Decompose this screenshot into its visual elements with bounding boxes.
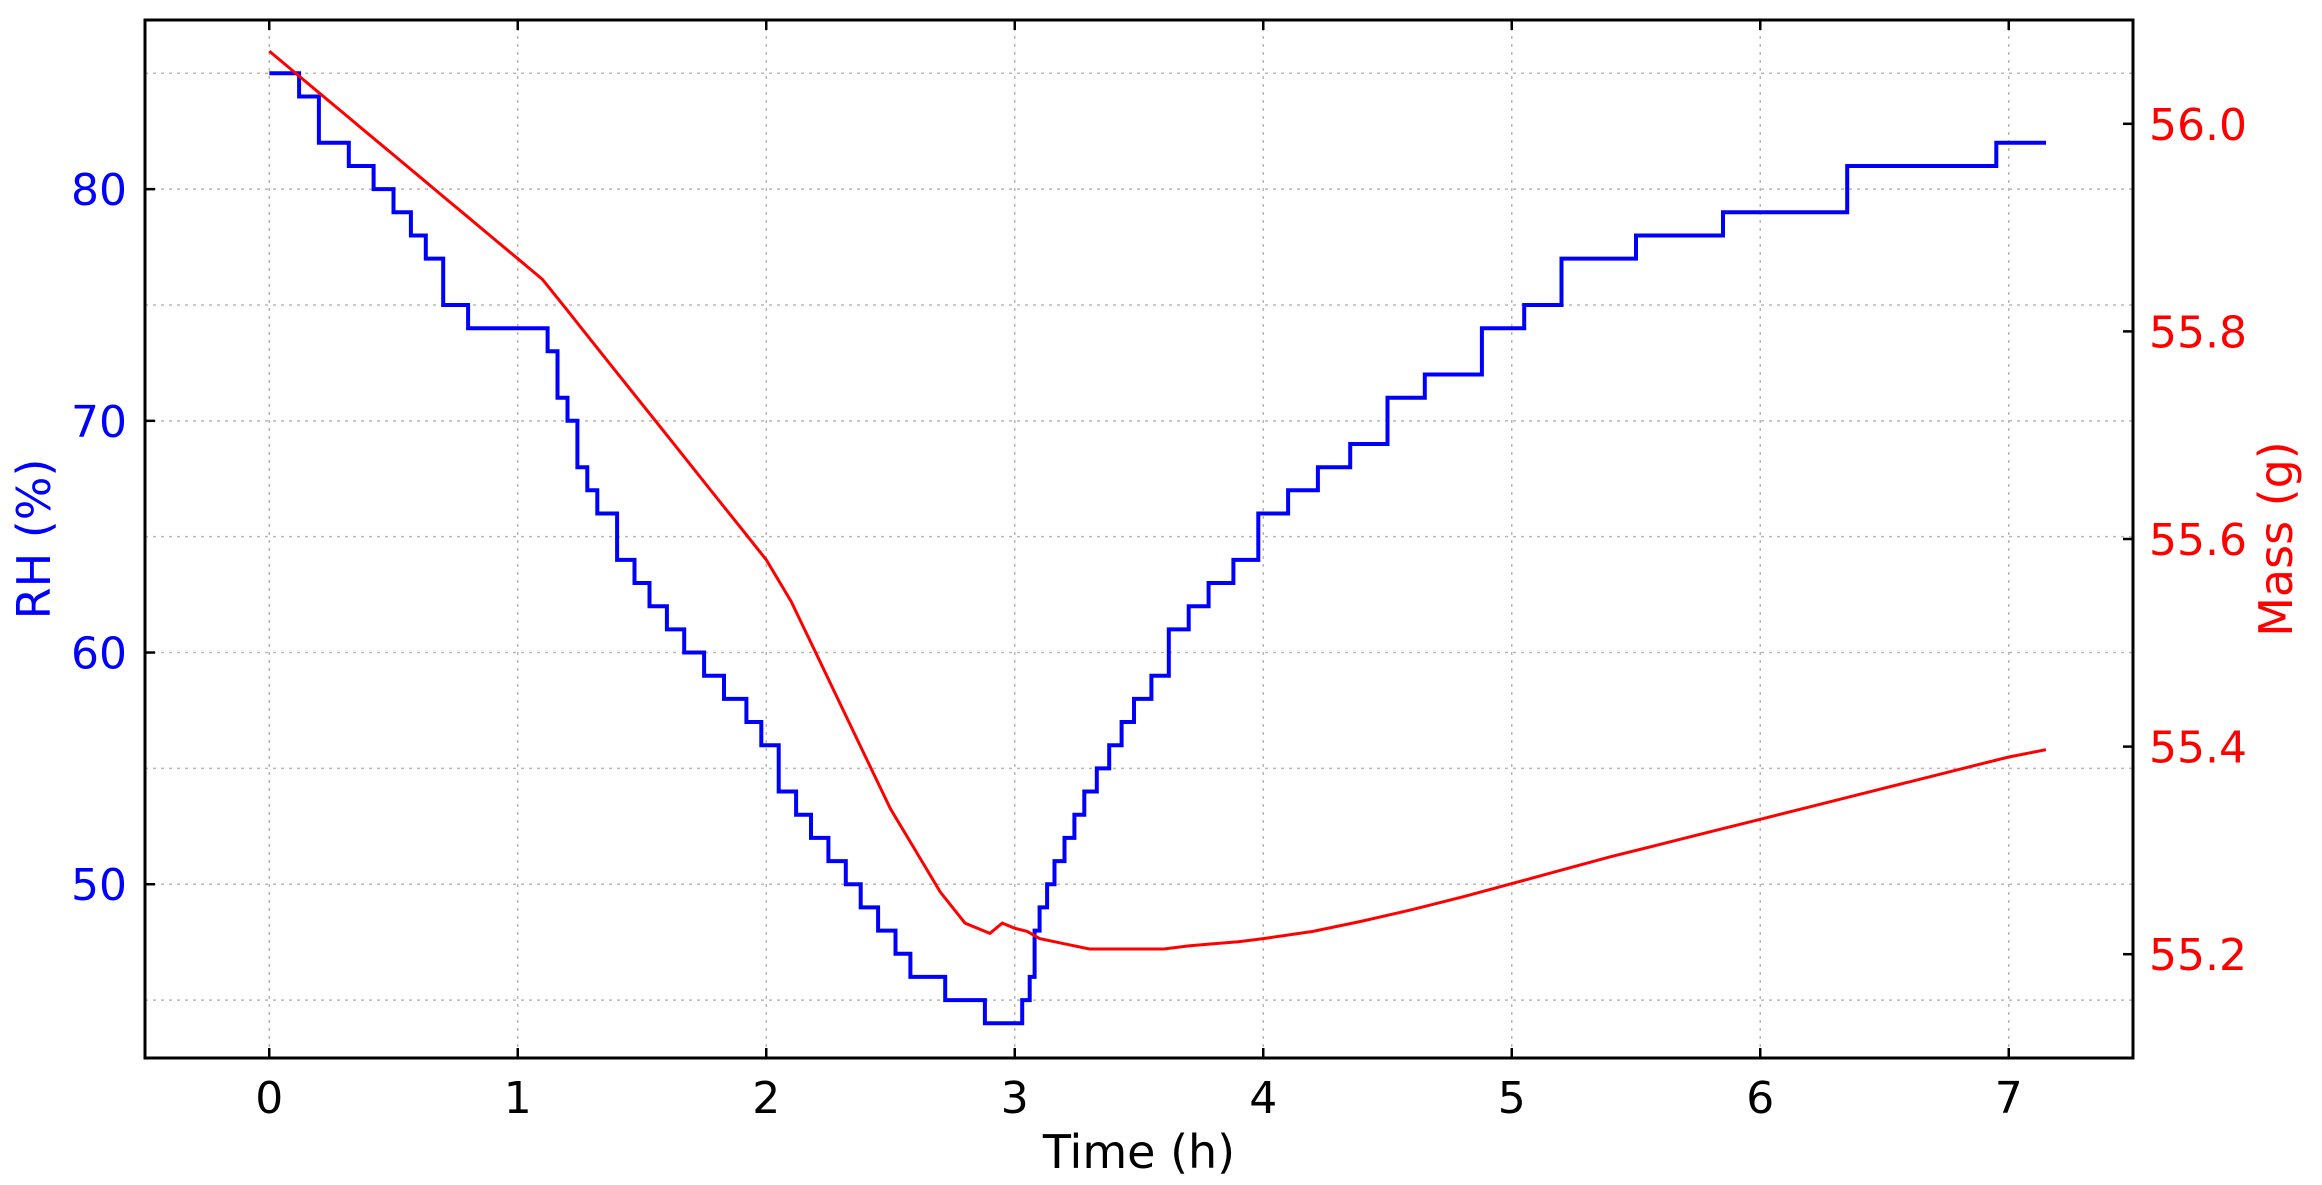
- right-y-tick-label: 55.8: [2149, 307, 2247, 358]
- x-tick-label: 3: [1001, 1073, 1029, 1124]
- left-y-tick-label: 60: [71, 629, 127, 680]
- x-tick-label: 7: [1995, 1073, 2023, 1124]
- left-y-tick-label: 70: [71, 397, 127, 448]
- grid-lines: [145, 20, 2133, 1058]
- right-y-tick-label: 55.4: [2149, 723, 2247, 774]
- tick-labels: 0 1 2 3 4 5 6 7 50 60 70 80 55.2 55.4 55.6 55.8 56.0: [71, 100, 2247, 1124]
- left-y-tick-label: 80: [71, 165, 127, 216]
- right-y-tick-label: 55.6: [2149, 515, 2247, 566]
- series-lines: [268, 49, 2047, 1026]
- x-tick-label: 2: [752, 1073, 780, 1124]
- rh-series-line: [269, 71, 2046, 1026]
- right-y-tick-label: 55.2: [2149, 930, 2247, 981]
- x-tick-label: 5: [1498, 1073, 1526, 1124]
- mass-series-line: [268, 49, 2047, 951]
- x-axis-title: Time (h): [1042, 1125, 1235, 1179]
- x-tick-label: 6: [1746, 1073, 1774, 1124]
- right-y-axis-title: Mass (g): [2249, 441, 2303, 637]
- left-y-axis-title: RH (%): [7, 459, 61, 620]
- x-tick-label: 0: [255, 1073, 283, 1124]
- left-y-tick-label: 50: [71, 860, 127, 911]
- axis-ticks: [145, 20, 2133, 1058]
- x-tick-label: 4: [1249, 1073, 1277, 1124]
- x-tick-label: 1: [504, 1073, 532, 1124]
- plot-frame: [143, 18, 2135, 1060]
- right-y-tick-label: 56.0: [2149, 100, 2247, 151]
